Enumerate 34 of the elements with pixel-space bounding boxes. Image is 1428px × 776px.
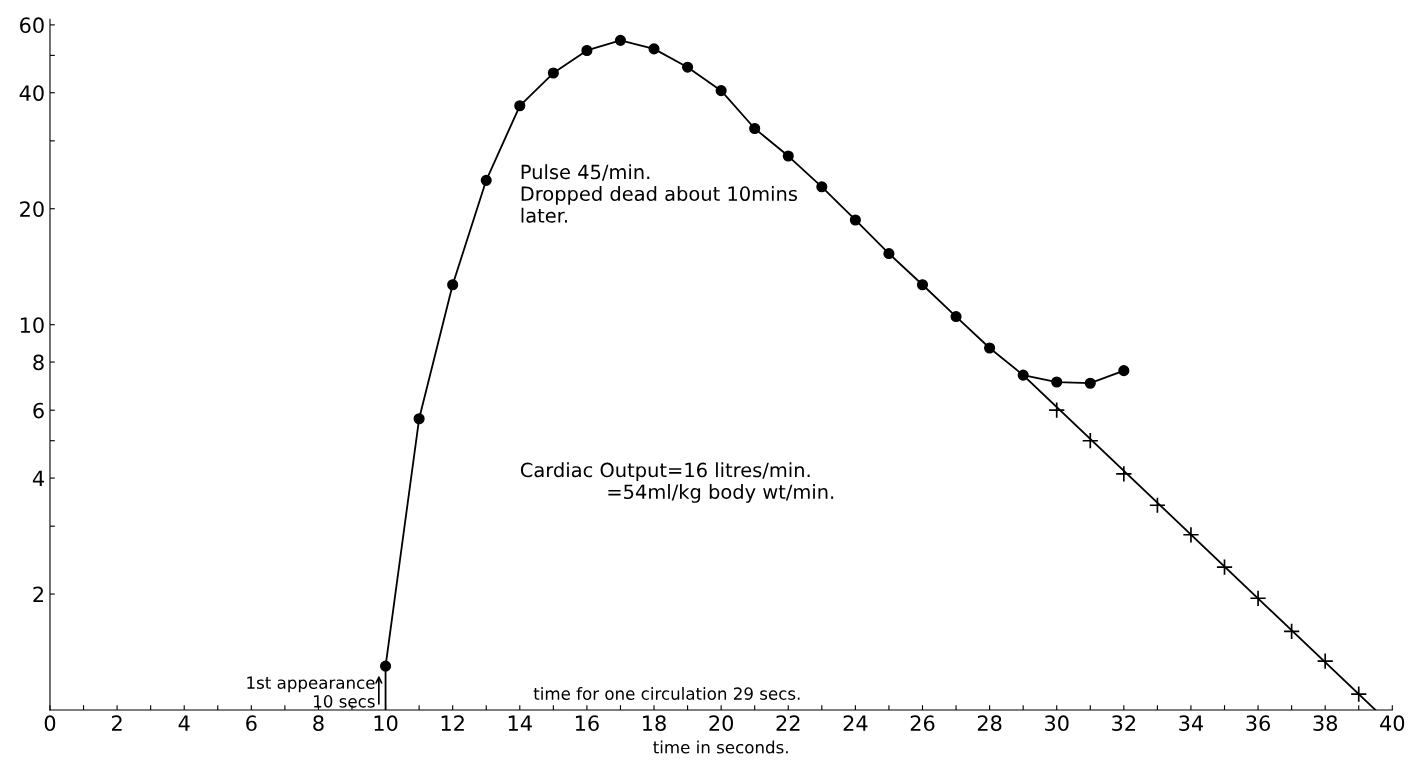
x-tick-label: 40 — [1380, 715, 1405, 732]
x-tick-label: 0 — [44, 715, 56, 732]
x-tick-label: 24 — [843, 715, 868, 731]
x-tick-label: 4 — [178, 715, 190, 731]
x-tick-label: 14 — [508, 715, 532, 731]
y-tick-label: 10 — [20, 317, 44, 333]
x-tick-label: 30 — [1045, 715, 1069, 732]
y-tick-label: 20 — [20, 201, 44, 217]
y-tick-label: 40 — [19, 85, 44, 101]
x-tick-label: 16 — [575, 715, 599, 732]
x-axis-title: time in seconds. — [653, 740, 788, 754]
x-tick-label: 6 — [246, 715, 257, 732]
x-tick-label: 32 — [1112, 715, 1135, 732]
x-tick-label: 28 — [977, 715, 1002, 732]
annotation: time for one circulation 29 secs. — [533, 687, 800, 700]
annotation: 1st appearance 10 secs — [247, 676, 375, 708]
annotation: Cardiac Output=16 litres/min. =54ml/kg body wt/min. — [520, 462, 834, 503]
x-tick-label: 34 — [1179, 715, 1204, 732]
x-tick-label: 38 — [1313, 715, 1338, 732]
x-tick-label: 26 — [910, 715, 935, 732]
annotation: Pulse 45/min. Dropped dead about 10mins later. — [521, 164, 798, 223]
x-tick-label: 2 — [112, 715, 122, 731]
x-tick-label: 18 — [643, 715, 666, 732]
x-tick-label: 36 — [1246, 715, 1271, 732]
y-tick-label: 4 — [32, 470, 44, 486]
x-tick-label: 10 — [374, 715, 398, 732]
y-tick-label: 60 — [20, 17, 44, 34]
x-tick-label: 20 — [709, 715, 734, 732]
y-tick-label: 6 — [33, 402, 44, 419]
y-tick-label: 8 — [33, 354, 44, 371]
y-tick-label: 2 — [33, 586, 44, 602]
x-tick-label: 12 — [441, 715, 464, 731]
x-tick-label: 22 — [776, 715, 800, 731]
x-tick-label: 8 — [313, 715, 324, 732]
